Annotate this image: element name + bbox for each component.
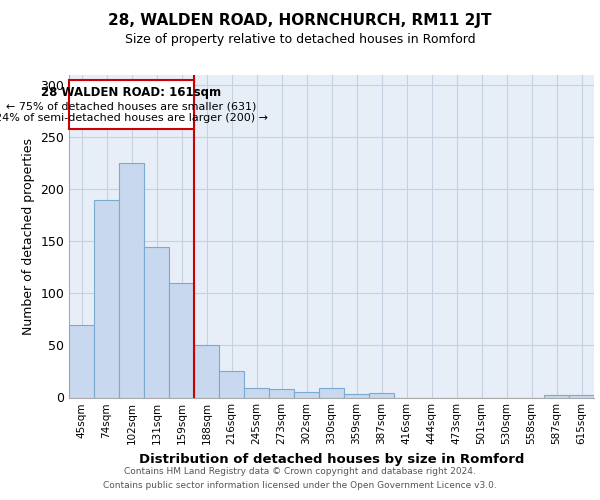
Bar (144, 246, 169, 398)
Bar (119, 164, 144, 398)
Text: 28 WALDEN ROAD: 161sqm: 28 WALDEN ROAD: 161sqm (41, 86, 221, 100)
Bar (344, 394, 369, 398)
Bar (219, 372, 244, 398)
Bar (69, 324, 94, 398)
Text: 28, WALDEN ROAD, HORNCHURCH, RM11 2JT: 28, WALDEN ROAD, HORNCHURCH, RM11 2JT (108, 12, 492, 28)
Bar (269, 389, 294, 398)
Text: Size of property relative to detached houses in Romford: Size of property relative to detached ho… (125, 32, 475, 46)
Bar (294, 392, 319, 398)
Bar (169, 283, 194, 398)
Bar (544, 396, 569, 398)
FancyBboxPatch shape (69, 80, 194, 129)
Text: Contains public sector information licensed under the Open Government Licence v3: Contains public sector information licen… (103, 481, 497, 490)
Bar (194, 346, 219, 398)
Y-axis label: Number of detached properties: Number of detached properties (22, 138, 35, 335)
Text: ← 75% of detached houses are smaller (631): ← 75% of detached houses are smaller (63… (7, 101, 257, 111)
Bar (569, 396, 594, 398)
Bar (94, 200, 119, 398)
Bar (319, 388, 344, 398)
Bar (244, 388, 269, 398)
Text: Contains HM Land Registry data © Crown copyright and database right 2024.: Contains HM Land Registry data © Crown c… (124, 467, 476, 476)
X-axis label: Distribution of detached houses by size in Romford: Distribution of detached houses by size … (139, 453, 524, 466)
Text: 24% of semi-detached houses are larger (200) →: 24% of semi-detached houses are larger (… (0, 114, 268, 124)
Bar (369, 394, 394, 398)
